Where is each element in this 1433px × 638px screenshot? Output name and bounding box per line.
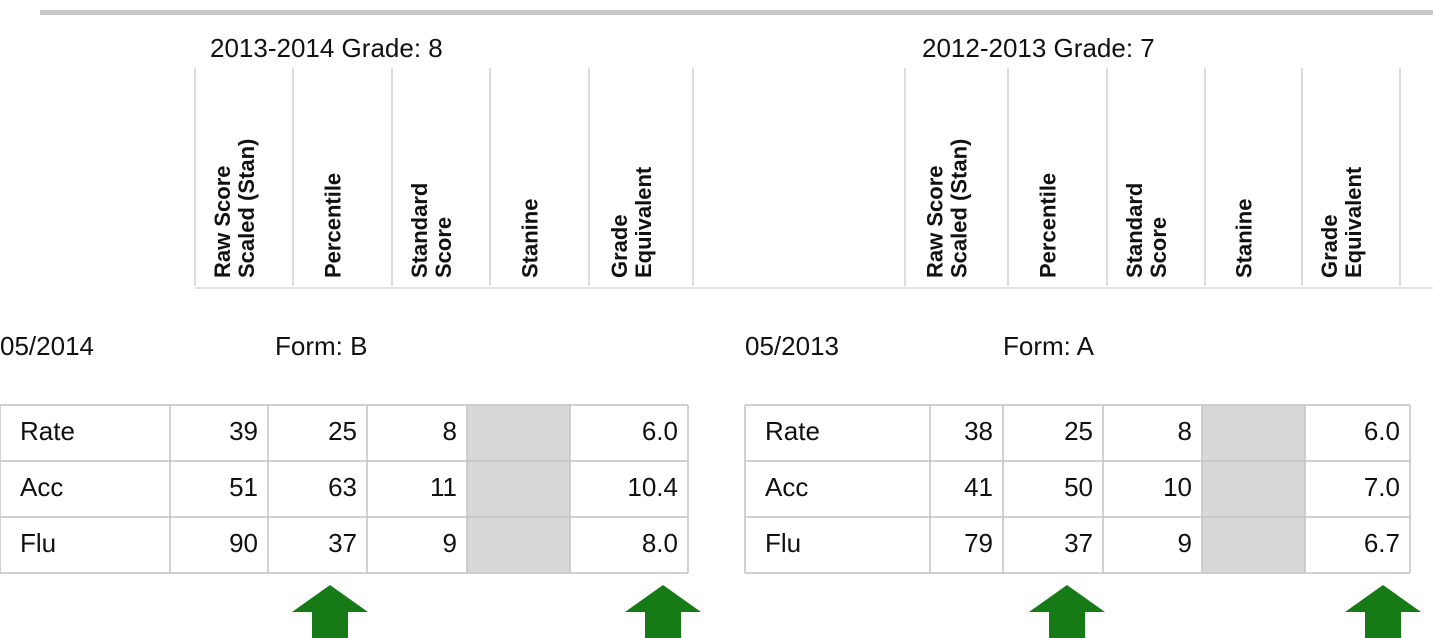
score-cell: 9 [443,528,457,558]
column-header: Percentile [320,173,345,278]
test-form: Form: A [1003,331,1095,361]
column-header: Standard [1122,183,1147,278]
column-header: Raw Score [210,166,235,279]
stanine-cell [1202,405,1305,573]
score-cell: 90 [229,528,258,558]
score-cell: 6.0 [1364,416,1400,446]
score-cell: 11 [430,472,457,502]
column-header: Scaled (Stan) [234,139,259,278]
column-header: Grade [1317,214,1342,278]
column-header: Score [1146,217,1171,278]
column-header: Raw Score [922,166,947,279]
score-cell: 8 [443,416,457,446]
score-cell: 79 [964,528,993,558]
row-label: Rate [765,416,820,446]
column-header: Percentile [1035,173,1060,278]
column-header: Standard [407,183,432,278]
column-header: Grade [607,214,632,278]
score-cell: 7.0 [1364,472,1400,502]
row-label: Flu [20,528,56,558]
score-cell: 50 [1064,472,1093,502]
column-header: Score [431,217,456,278]
score-cell: 9 [1178,528,1192,558]
panel-heading: 2012-2013 Grade: 7 [922,33,1155,63]
score-cell: 8.0 [642,528,678,558]
arrow [625,585,701,638]
column-header: Equivalent [1341,166,1366,278]
score-cell: 6.0 [642,416,678,446]
row-label: Acc [20,472,63,502]
score-cell: 37 [1064,528,1093,558]
test-form: Form: B [275,331,367,361]
arrow [1345,585,1421,638]
score-cell: 38 [964,416,993,446]
score-cell: 25 [328,416,357,446]
arrows [292,585,1421,638]
test-date: 05/2013 [745,331,839,361]
stanine-cell [467,405,570,573]
test-date: 05/2014 [0,331,94,361]
column-header: Scaled (Stan) [946,139,971,278]
top-rule [40,10,1433,15]
score-cell: 51 [229,472,258,502]
score-cell: 6.7 [1364,528,1400,558]
score-cell: 41 [964,472,993,502]
column-header: Stanine [1231,199,1256,278]
score-cell: 63 [328,472,357,502]
score-cell: 39 [229,416,258,446]
score-cell: 25 [1064,416,1093,446]
score-cell: 8 [1178,416,1192,446]
column-header: Stanine [517,199,542,278]
row-label: Flu [765,528,801,558]
arrow [1029,585,1105,638]
arrow [292,585,368,638]
row-label: Acc [765,472,808,502]
panel-heading: 2013-2014 Grade: 8 [210,33,443,63]
column-header: Equivalent [631,166,656,278]
score-cell: 37 [328,528,357,558]
row-label: Rate [20,416,75,446]
score-cell: 10.4 [627,472,678,502]
score-cell: 10 [1163,472,1192,502]
